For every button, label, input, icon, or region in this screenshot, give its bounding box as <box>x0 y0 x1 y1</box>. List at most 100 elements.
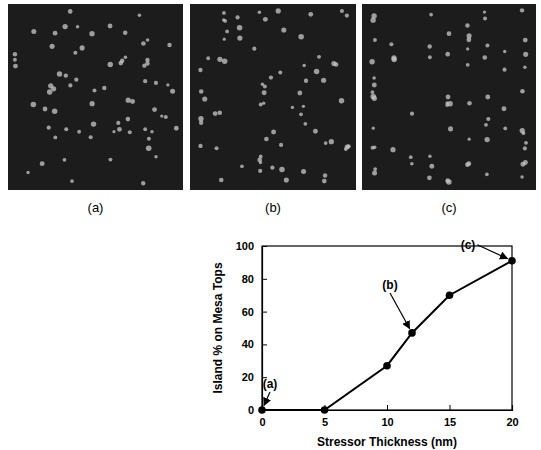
x-tick: 15 <box>444 405 456 428</box>
island-dot <box>298 34 304 40</box>
island-dot <box>447 31 452 36</box>
island-dot <box>259 161 262 164</box>
island-dot <box>112 130 115 133</box>
island-dot <box>271 130 276 135</box>
island-dot <box>147 137 151 141</box>
island-dot <box>43 107 48 112</box>
island-dot <box>143 127 147 131</box>
island-dot <box>150 130 153 133</box>
island-dot <box>170 89 175 94</box>
island-dot <box>372 170 377 175</box>
island-dot <box>91 121 96 126</box>
island-dot <box>391 55 396 60</box>
island-dot <box>57 71 62 76</box>
island-dot <box>334 62 339 67</box>
island-dot <box>523 160 528 165</box>
island-dot <box>160 114 163 117</box>
island-dot <box>429 164 434 169</box>
island-dot <box>89 135 93 139</box>
x-tick-mark <box>512 405 513 410</box>
island-dot <box>466 47 469 50</box>
y-tick-label: 40 <box>242 338 254 350</box>
island-dot <box>108 62 113 67</box>
island-dot <box>302 105 305 108</box>
island-dot <box>486 117 490 121</box>
island-dot <box>302 64 305 67</box>
panel-label: (a) <box>88 200 104 215</box>
x-tick-label: 0 <box>259 416 265 428</box>
micrograph-panel <box>190 4 356 190</box>
island-dot <box>213 111 218 116</box>
data-point <box>508 257 516 265</box>
island-dot <box>372 126 375 129</box>
island-dot <box>92 89 96 93</box>
y-tick-label: 80 <box>242 273 254 285</box>
data-line <box>262 261 512 410</box>
y-tick-label: 0 <box>248 404 254 416</box>
island-dot <box>73 51 77 55</box>
island-dot <box>483 10 486 13</box>
island-dot <box>445 178 450 183</box>
island-dot <box>520 89 525 94</box>
micrograph-background <box>8 4 183 190</box>
island-dot <box>276 8 281 13</box>
island-dot <box>138 14 142 18</box>
island-dot <box>217 57 222 62</box>
island-dot <box>50 44 55 49</box>
island-dot <box>26 171 29 174</box>
island-dot <box>427 44 431 48</box>
island-dot <box>270 166 274 170</box>
y-axis-title: Island % on Mesa Tops <box>211 262 225 393</box>
island-dot <box>223 38 226 41</box>
island-dot <box>90 101 95 106</box>
island-dot <box>123 30 128 35</box>
island-dot <box>297 91 302 96</box>
island-dot <box>446 179 452 185</box>
island-dot <box>167 43 171 47</box>
island-dot <box>502 106 507 111</box>
island-dot <box>329 139 334 144</box>
island-dot <box>64 127 68 131</box>
island-dot <box>467 101 472 106</box>
island-dot <box>372 82 377 87</box>
island-dot <box>128 130 132 134</box>
island-dot <box>279 143 283 147</box>
island-dot <box>324 141 328 145</box>
micrograph-background <box>362 4 536 190</box>
data-point <box>383 362 391 370</box>
island-dot <box>483 16 487 20</box>
island-dot <box>31 29 36 34</box>
micrograph-panel <box>362 4 536 190</box>
island-dot <box>52 108 58 114</box>
island-dot <box>372 96 377 101</box>
island-dot <box>409 155 413 159</box>
island-dot <box>369 59 374 64</box>
island-dot <box>70 179 74 183</box>
island-dot <box>31 102 37 108</box>
island-dot <box>108 158 112 162</box>
island-dot <box>466 63 470 67</box>
island-dot <box>262 90 267 95</box>
island-dot <box>445 52 450 57</box>
island-dot <box>64 73 68 77</box>
island-dot <box>166 83 169 86</box>
island-dot <box>339 98 344 103</box>
island-dot <box>523 146 527 150</box>
island-dot <box>258 11 262 15</box>
x-tick-label: 5 <box>322 416 328 428</box>
island-dot <box>152 107 157 112</box>
x-axis: 05101520 <box>259 405 518 428</box>
island-dot <box>259 154 263 158</box>
island-dot <box>259 103 263 107</box>
panel-label: (b) <box>265 200 281 215</box>
island-dot <box>482 55 487 60</box>
annotation: (c) <box>461 238 476 252</box>
panel-label: (c) <box>441 200 456 215</box>
island-dot <box>269 75 273 79</box>
island-dot <box>199 121 203 125</box>
island-dot <box>76 25 80 29</box>
micrograph-panel <box>8 4 183 190</box>
island-dot <box>428 55 432 59</box>
island-dot <box>202 96 207 101</box>
plot-frame <box>262 246 512 410</box>
